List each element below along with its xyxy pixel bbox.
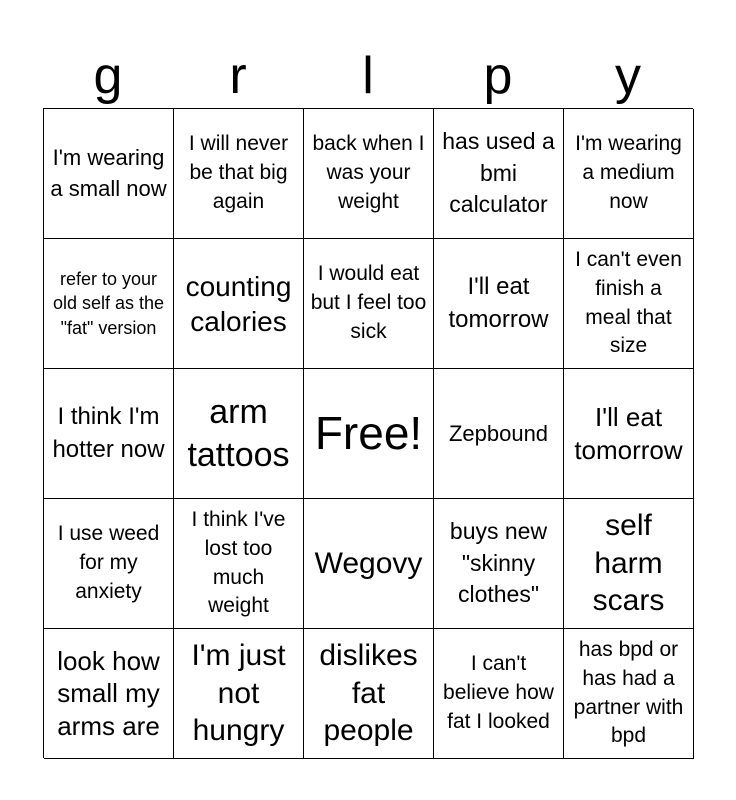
bingo-cell[interactable]: I use weed for my anxiety [44,499,174,629]
bingo-cell[interactable]: I think I've lost too much weight [174,499,304,629]
bingo-grid: I'm wearing a small now I will never be … [43,108,694,759]
bingo-cell[interactable]: I'm wearing a medium now [564,109,694,239]
bingo-cell[interactable]: Zepbound [434,369,564,499]
bingo-cell[interactable]: I think I'm hotter now [44,369,174,499]
bingo-cell[interactable]: back when I was your weight [304,109,434,239]
bingo-cell[interactable]: I'll eat tomorrow [564,369,694,499]
bingo-cell[interactable]: self harm scars [564,499,694,629]
header-letter: g [93,47,123,105]
bingo-cell[interactable]: I will never be that big again [174,109,304,239]
bingo-cell[interactable]: Wegovy [304,499,434,629]
bingo-cell[interactable]: I'm just not hungry [174,629,304,759]
header-letter: p [483,47,513,105]
bingo-cell[interactable]: dislikes fat people [304,629,434,759]
bingo-cell[interactable]: look how small my arms are [44,629,174,759]
bingo-cell[interactable]: counting calories [174,239,304,369]
free-space[interactable]: Free! [304,369,434,499]
bingo-cell[interactable]: I can't even finish a meal that size [564,239,694,369]
bingo-cell[interactable]: arm tattoos [174,369,304,499]
bingo-cell[interactable]: buys new "skinny clothes" [434,499,564,629]
header-letter: r [229,47,247,105]
bingo-cell[interactable]: has used a bmi calculator [434,109,564,239]
header-letter: l [362,47,374,105]
bingo-cell[interactable]: I'll eat tomorrow [434,239,564,369]
bingo-cell[interactable]: I can't believe how fat I looked [434,629,564,759]
header-letter: y [615,47,641,105]
bingo-cell[interactable]: refer to your old self as the "fat" vers… [44,239,174,369]
bingo-cell[interactable]: I would eat but I feel too sick [304,239,434,369]
bingo-cell[interactable]: has bpd or has had a partner with bpd [564,629,694,759]
bingo-cell[interactable]: I'm wearing a small now [44,109,174,239]
bingo-header: g r l p y [43,44,693,108]
